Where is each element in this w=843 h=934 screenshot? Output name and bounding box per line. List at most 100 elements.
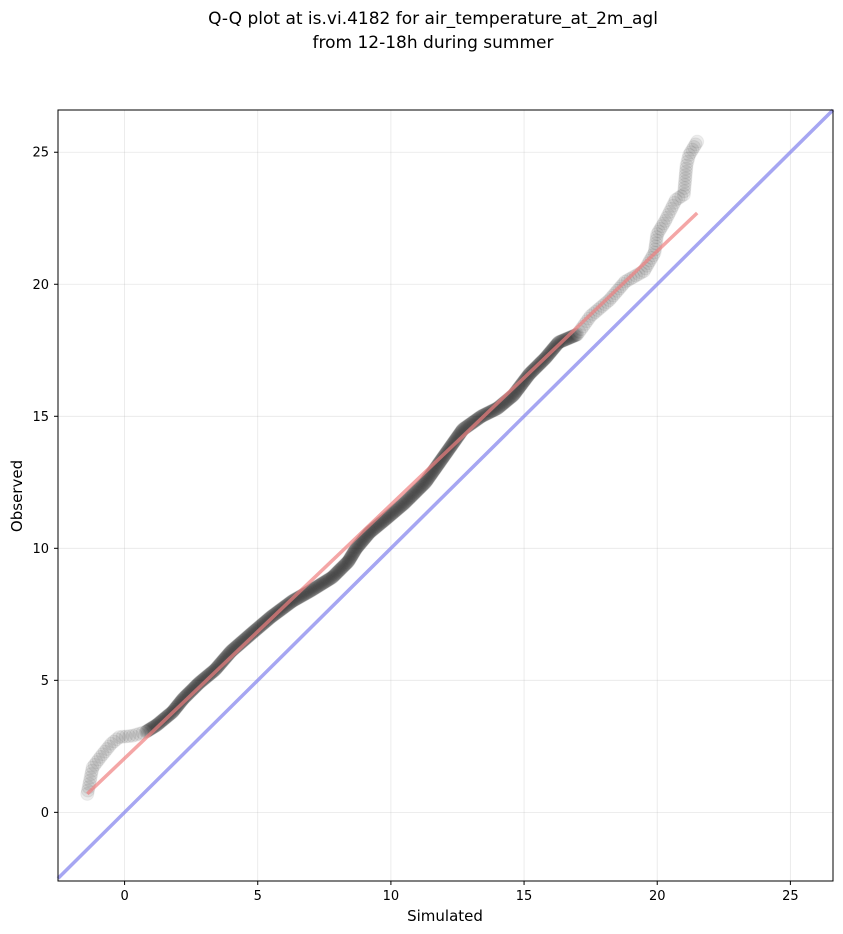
grid-lines (58, 110, 833, 881)
qq-point (132, 726, 147, 741)
x-tick-label: 15 (516, 889, 533, 904)
qq-point (398, 495, 413, 510)
qq-point (322, 572, 337, 587)
qq-point (409, 484, 424, 499)
qq-point (579, 314, 594, 329)
y-tick-label: 0 (41, 806, 49, 821)
qq-point (306, 582, 321, 597)
qq-point (315, 576, 330, 591)
qq-point (346, 545, 361, 560)
qq-point (172, 695, 187, 710)
qq-point (421, 471, 436, 486)
qq-point (352, 537, 367, 552)
qq-point (211, 658, 226, 673)
qq-point (469, 412, 484, 427)
qq-point (112, 730, 127, 745)
qq-point (329, 565, 344, 580)
chart-subtitle: from 12-18h during summer (313, 33, 554, 53)
qq-point (667, 195, 682, 210)
qq-point (202, 667, 217, 682)
qq-point (433, 454, 448, 469)
qq-point (351, 539, 366, 554)
qq-point (563, 330, 578, 345)
qq-point (597, 297, 612, 312)
qq-point (471, 411, 486, 426)
qq-point (434, 452, 449, 467)
x-tick-label: 10 (383, 889, 400, 904)
qq-point (403, 490, 418, 505)
qq-point (447, 434, 462, 449)
qq-point (377, 513, 392, 528)
y-axis-label: Observed (8, 460, 26, 532)
qq-point (214, 655, 229, 670)
qq-point (326, 569, 341, 584)
qq-point (206, 664, 221, 679)
qq-point (214, 655, 229, 670)
qq-point (678, 168, 693, 183)
qq-point (250, 621, 265, 636)
qq-point (486, 403, 501, 418)
qq-point (336, 558, 351, 573)
qq-point (95, 747, 110, 762)
qq-point (391, 501, 406, 516)
qq-point (399, 494, 414, 509)
qq-point (400, 493, 415, 508)
qq-point (417, 476, 432, 491)
qq-point (662, 204, 677, 219)
qq-point (397, 496, 412, 511)
qq-point (204, 665, 219, 680)
qq-point (379, 511, 394, 526)
qq-point (401, 491, 416, 506)
qq-point (211, 659, 226, 674)
qq-point (148, 719, 163, 734)
qq-point (401, 492, 416, 507)
qq-point (173, 695, 188, 710)
qq-point (651, 224, 666, 239)
qq-point (395, 498, 410, 513)
qq-point (84, 767, 99, 782)
qq-point (146, 720, 161, 735)
qq-point (100, 741, 115, 756)
qq-point (248, 623, 263, 638)
qq-point (251, 620, 266, 635)
qq-point (679, 158, 694, 173)
qq-point (648, 242, 663, 257)
qq-point (418, 475, 433, 490)
qq-point (408, 485, 423, 500)
qq-point (345, 546, 360, 561)
qq-point (91, 752, 106, 767)
qq-point (174, 693, 189, 708)
qq-point (394, 498, 409, 513)
qq-point (677, 181, 692, 196)
qq-point (561, 331, 576, 346)
qq-point (324, 570, 339, 585)
qq-point (406, 486, 421, 501)
qq-point (517, 373, 532, 388)
qq-point (348, 542, 363, 557)
tick-labels: 0 5 10 15 20 25 0 5 10 15 20 25 (32, 146, 798, 904)
qq-point (302, 584, 317, 599)
qq-point (338, 557, 353, 572)
qq-point (678, 174, 693, 189)
qq-point (345, 548, 360, 563)
qq-point (408, 484, 423, 499)
qq-point (176, 691, 191, 706)
qq-point (102, 739, 117, 754)
qq-point (316, 576, 331, 591)
qq-point (253, 619, 268, 634)
qq-point (176, 691, 191, 706)
qq-point (375, 514, 390, 529)
x-tick-label: 25 (782, 889, 799, 904)
qq-point (661, 207, 676, 222)
qq-point (388, 503, 403, 518)
qq-point (247, 624, 262, 639)
qq-point (201, 668, 216, 683)
qq-point (655, 219, 670, 234)
qq-point (250, 621, 265, 636)
qq-point (391, 501, 406, 516)
qq-point (352, 537, 367, 552)
qq-point (286, 593, 301, 608)
qq-point (323, 571, 338, 586)
qq-point (325, 570, 340, 585)
